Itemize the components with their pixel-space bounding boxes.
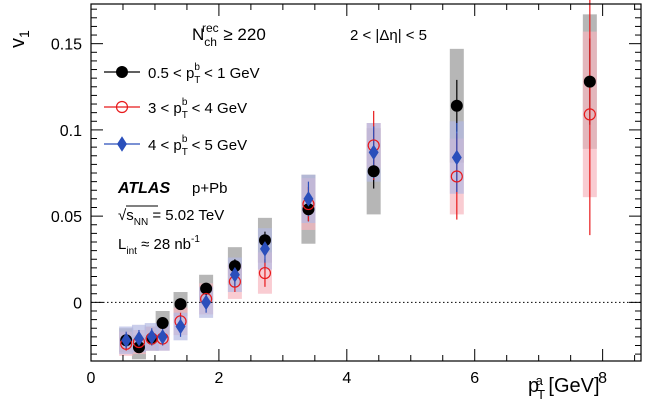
energy-label: √sNN = 5.02 TeV bbox=[118, 207, 224, 228]
data-point-s2-p10 bbox=[451, 149, 462, 166]
legend-label: 0.5 < pTb < 1 GeV bbox=[148, 62, 260, 86]
data-point-s2-p3 bbox=[157, 329, 168, 345]
data-point-s0-p11 bbox=[583, 75, 596, 88]
nch-annotation: Nchrec ≥ 220 bbox=[192, 21, 266, 49]
delta-eta-annotation: 2 < |Δη| < 5 bbox=[350, 27, 427, 44]
y-axis-label-sub: 1 bbox=[16, 30, 32, 38]
plot-frame bbox=[90, 3, 642, 362]
x-axis-label-base: p bbox=[528, 375, 539, 397]
x-axis-label: pTa [GeV] bbox=[528, 373, 600, 402]
y-tick-label: 0 bbox=[73, 295, 82, 312]
legend-marker bbox=[116, 66, 128, 78]
data-point-s2-p4 bbox=[175, 318, 186, 335]
data-point-s0-p10 bbox=[450, 99, 463, 112]
legend-entry: 0.5 < pTb < 1 GeV bbox=[104, 62, 260, 86]
x-tick-label: 0 bbox=[87, 370, 96, 387]
y-axis-label: v1 bbox=[7, 30, 32, 48]
data-point-s2-p8 bbox=[303, 191, 314, 207]
legend-entry: 3 < pTb < 4 GeV bbox=[104, 97, 247, 121]
data-point-s2-p5 bbox=[201, 294, 212, 311]
x-tick-label: 2 bbox=[214, 370, 223, 387]
y-tick-label: 0.05 bbox=[51, 209, 82, 226]
data-point-s2-p1 bbox=[133, 330, 144, 347]
statistical-errors-layer bbox=[125, 0, 591, 353]
tick-labels-layer: 0 2 4 6 8 0 0.05 0.1 0.15 bbox=[51, 37, 607, 387]
system-label: p+Pb bbox=[192, 180, 227, 197]
y-axis-label-base: v bbox=[7, 38, 29, 48]
data-point-s1-p10 bbox=[450, 170, 463, 183]
y-tick-label: 0.15 bbox=[51, 37, 82, 54]
legend-marker bbox=[115, 100, 129, 114]
data-point-s2-p6 bbox=[229, 267, 240, 283]
x-tick-label: 6 bbox=[470, 370, 479, 387]
x-axis-label-sub: T bbox=[537, 387, 545, 402]
data-markers-layer bbox=[120, 75, 596, 354]
legend-entry: 4 < pTb < 5 GeV bbox=[104, 134, 247, 158]
data-point-s1-p7 bbox=[258, 266, 272, 280]
x-axis-label-unit: [GeV] bbox=[543, 375, 600, 397]
legend: 0.5 < pTb < 1 GeV 3 < pTb < 4 GeV 4 < pTb … bbox=[104, 62, 260, 158]
x-tick-label: 4 bbox=[342, 370, 351, 387]
data-point-s2-p2 bbox=[146, 329, 157, 345]
lumi-label: Lint ≈ 28 nb-1 bbox=[118, 234, 200, 257]
legend-marker bbox=[117, 136, 127, 152]
data-point-s0-p3 bbox=[156, 317, 169, 330]
x-tick-label: 8 bbox=[598, 370, 607, 387]
data-point-s0-p4 bbox=[174, 298, 187, 311]
energy-s: s bbox=[126, 207, 134, 224]
data-point-s2-p0 bbox=[121, 332, 132, 349]
data-point-s0-p9 bbox=[367, 165, 380, 178]
data-point-s2-p9 bbox=[368, 144, 379, 161]
x-axis-label-sup: a bbox=[536, 373, 544, 388]
y-tick-label: 0.1 bbox=[60, 123, 82, 140]
atlas-label: ATLAS bbox=[117, 180, 170, 197]
data-point-s2-p7 bbox=[259, 241, 270, 257]
sqrt-symbol: √ bbox=[118, 207, 127, 224]
data-point-s1-p11 bbox=[583, 108, 596, 121]
axes-frame bbox=[90, 3, 642, 362]
legend-label: 3 < pTb < 4 GeV bbox=[148, 97, 247, 121]
legend-label: 4 < pTb < 5 GeV bbox=[148, 134, 247, 158]
data-point-s0-p5 bbox=[200, 282, 213, 295]
